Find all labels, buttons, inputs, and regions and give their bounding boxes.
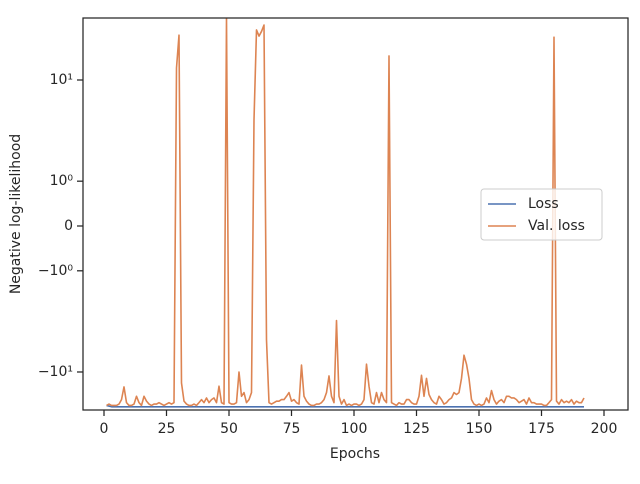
x-tick-label: 150 (466, 421, 493, 437)
y-tick-label: 10¹ (50, 72, 73, 88)
y-tick-label: 10⁰ (50, 173, 74, 189)
x-axis-label: Epochs (330, 446, 380, 462)
legend-box (480, 188, 603, 241)
x-tick-label: 100 (341, 421, 368, 437)
legend: Loss Val. loss (480, 188, 603, 241)
x-tick-label: 175 (528, 421, 555, 437)
plot-area (106, 18, 585, 408)
series-line (106, 18, 585, 407)
x-tick-label: 200 (591, 421, 618, 437)
legend-label: Loss (528, 196, 559, 212)
y-tick-label: 0 (64, 218, 73, 234)
x-tick-label: 75 (283, 421, 301, 437)
legend-label: Val. loss (528, 218, 585, 234)
axes-frame (82, 17, 629, 411)
series-line (106, 404, 584, 408)
x-tick-label: 25 (158, 421, 176, 437)
x-tick-label: 125 (403, 421, 430, 437)
y-tick-label: −10⁰ (38, 263, 74, 279)
x-tick-label: 50 (220, 421, 238, 437)
y-axis-label: Negative log-likelihood (8, 134, 24, 294)
y-tick-label: −10¹ (38, 364, 73, 380)
x-tick-label: 0 (100, 421, 109, 437)
